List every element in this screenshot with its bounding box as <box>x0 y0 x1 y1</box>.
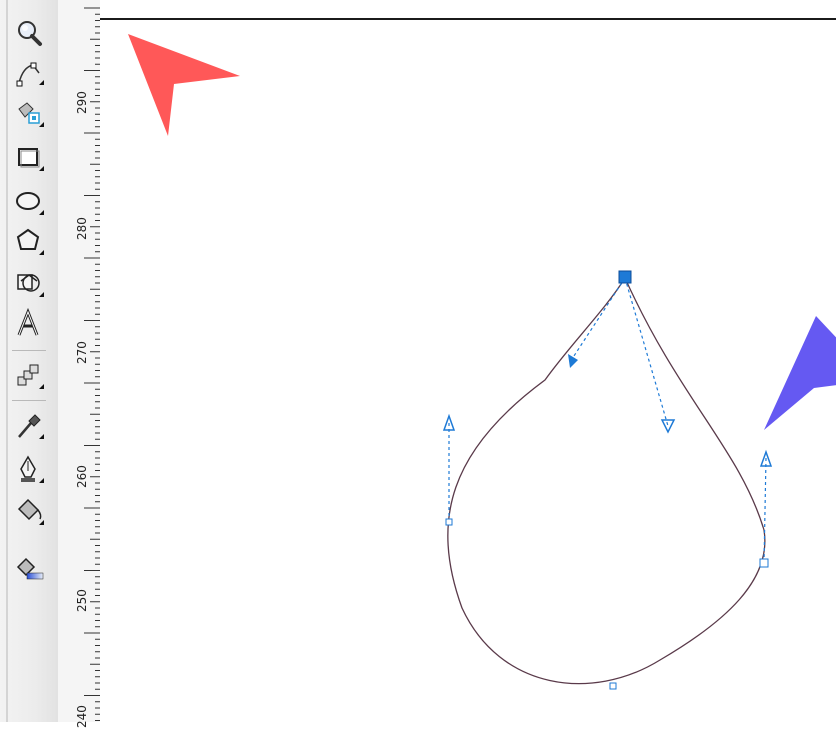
toolbox-separator <box>12 400 46 401</box>
zoom-tool-button[interactable] <box>10 16 50 52</box>
control-point[interactable] <box>759 449 773 467</box>
drop-shape-drawing <box>442 270 773 690</box>
control-handle-line <box>624 277 669 427</box>
drawing-canvas[interactable] <box>100 0 836 722</box>
text-tool-icon <box>17 307 39 336</box>
fill-tool-button[interactable] <box>10 494 50 530</box>
selected-node[interactable] <box>618 270 632 284</box>
interactive-blend-icon <box>17 364 44 389</box>
control-point[interactable] <box>660 419 676 434</box>
outline-pen-icon <box>20 455 44 483</box>
toolbox-grip <box>6 0 8 722</box>
control-handle-line <box>569 277 626 363</box>
blue-arrow-cursor-icon <box>764 316 836 430</box>
basic-shapes-tool-button[interactable] <box>10 266 50 302</box>
control-point[interactable] <box>442 413 456 431</box>
toolbox <box>0 0 59 722</box>
text-tool-button[interactable] <box>10 306 50 342</box>
ruler-label-290: 290 <box>75 91 89 115</box>
zoom-icon <box>18 21 42 46</box>
ruler-label-260: 260 <box>75 465 89 489</box>
curve-node[interactable] <box>759 558 769 568</box>
basic-shapes-icon <box>17 274 44 297</box>
page-border <box>100 18 836 20</box>
rectangle-tool-icon <box>18 148 44 171</box>
ruler-label-240: 240 <box>75 705 89 729</box>
vertical-ruler: 290 280 270 260 250 240 <box>58 0 101 728</box>
ruler-ticks <box>84 7 100 721</box>
rectangle-tool-button[interactable] <box>10 140 50 176</box>
ellipse-tool-icon <box>16 192 44 215</box>
outline-pen-tool-button[interactable] <box>10 452 50 488</box>
fill-bucket-icon <box>17 498 44 525</box>
ruler-label-250: 250 <box>75 589 89 613</box>
drop-curve[interactable] <box>447 276 766 685</box>
curve-node[interactable] <box>609 682 617 690</box>
polygon-tool-icon <box>16 228 44 255</box>
smart-fill-icon <box>18 102 44 127</box>
interactive-fill-tool-button[interactable] <box>10 552 50 588</box>
polygon-tool-button[interactable] <box>10 224 50 260</box>
ruler-label-280: 280 <box>75 217 89 241</box>
eyedropper-tool-button[interactable] <box>10 408 50 444</box>
control-point[interactable] <box>568 354 578 368</box>
red-arrow-cursor-icon <box>128 34 240 136</box>
curve-node[interactable] <box>445 518 453 526</box>
shape-tool-icon <box>16 62 44 87</box>
smart-fill-tool-button[interactable] <box>10 96 50 132</box>
toolbox-separator <box>12 350 46 351</box>
eyedropper-icon <box>18 414 44 439</box>
ruler-label-270: 270 <box>75 341 89 365</box>
interactive-fill-icon <box>16 557 44 580</box>
ellipse-tool-button[interactable] <box>10 184 50 220</box>
shape-tool-button[interactable] <box>10 56 50 92</box>
interactive-blend-tool-button[interactable] <box>10 358 50 394</box>
